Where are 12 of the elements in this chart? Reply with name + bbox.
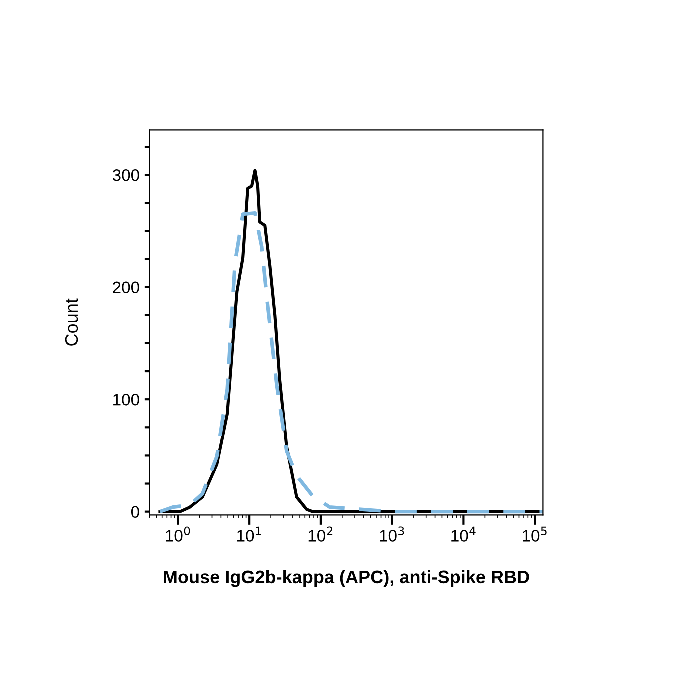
y-tick-label: 200: [113, 282, 140, 294]
x-tick-label: 10$^{2}$: [308, 526, 333, 542]
x-axis-title: Mouse IgG2b-kappa (APC), anti-Spike RBD: [164, 570, 530, 588]
x-tick-label: 10$^{4}$: [452, 526, 476, 542]
x-tick-label: 10$^{0}$: [166, 526, 190, 542]
x-tick-label: 10$^{5}$: [523, 526, 547, 542]
x-tick-label: 10$^{3}$: [380, 526, 404, 542]
y-tick-label: 300: [112, 170, 140, 182]
x-tick-label: 10$^{1}$: [238, 526, 262, 542]
y-tick-label: 100: [114, 394, 140, 406]
y-tick-label: 0: [131, 506, 140, 518]
y-axis-title: Count: [65, 298, 78, 346]
